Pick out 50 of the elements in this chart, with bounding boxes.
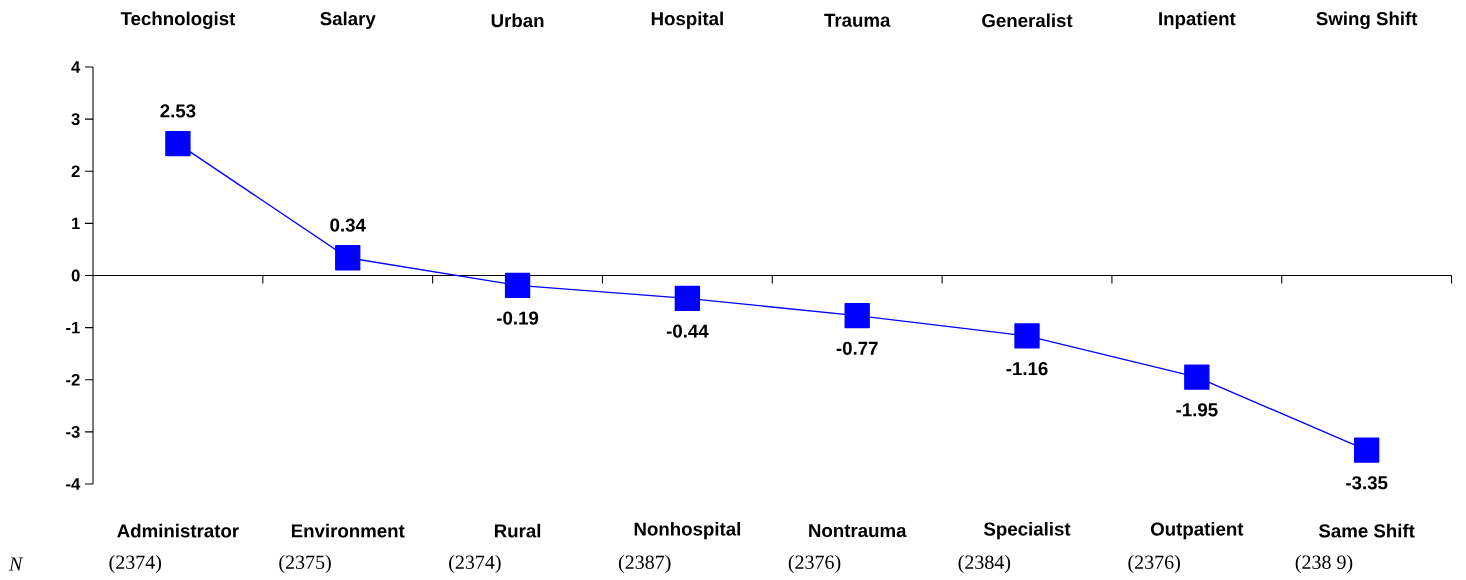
point: [504, 272, 531, 299]
text: (2384): [958, 554, 1011, 574]
text: Urban: [491, 13, 544, 28]
x-tick-label: Administrator: [117, 523, 239, 538]
data-label: -1.16: [1006, 361, 1048, 376]
text: Salary: [320, 11, 376, 30]
y-tick-label: 3: [71, 113, 80, 126]
text: N: [8, 557, 24, 571]
text: Technologist: [120, 11, 236, 30]
data-label: 2.53: [160, 104, 196, 118]
y-tick-label: 1: [72, 217, 80, 230]
text: (2376): [788, 554, 841, 574]
data-label: -3.35: [1346, 476, 1388, 490]
text: (2375): [279, 554, 331, 574]
y-tick-label: -1: [66, 321, 80, 334]
point: [335, 245, 361, 271]
data-label: -1.95: [1176, 403, 1218, 417]
y-tick-label: -4: [66, 478, 81, 490]
text: (238 9): [1295, 554, 1353, 574]
text: (2376): [1128, 554, 1180, 574]
x-tick-label: Rural: [494, 523, 541, 538]
text: Trauma: [824, 13, 891, 27]
text: (2374): [449, 554, 501, 574]
text: (2387): [618, 554, 671, 574]
x-tick-label: Outpatient: [1150, 521, 1244, 540]
text: Generalist: [982, 13, 1073, 28]
x-tick-label: Same Shift: [1318, 523, 1415, 538]
text: Hospital: [651, 11, 723, 30]
data-label: -0.77: [836, 341, 878, 355]
data-label: -0.19: [497, 311, 539, 325]
x-tick-label: Specialist: [983, 521, 1071, 540]
text: Swing Shift: [1316, 11, 1418, 30]
point: [1014, 323, 1040, 349]
y-tick-label: -3: [66, 425, 80, 438]
x-tick-label: Nontrauma: [809, 524, 907, 538]
point: [674, 285, 701, 312]
x-tick-label: Environment: [291, 523, 405, 538]
y-tick-label: 0: [71, 269, 80, 282]
y-tick-label: 4: [71, 61, 81, 73]
text: (2374): [109, 554, 162, 574]
point: [165, 130, 191, 157]
y-tick-label: 2: [71, 165, 80, 178]
point: [1353, 437, 1380, 463]
x-tick-label: Nonhospital: [634, 521, 740, 540]
data-label: 0.34: [330, 218, 366, 232]
text: Inpatient: [1159, 11, 1236, 30]
point: [1184, 364, 1210, 390]
y-tick-label: -2: [66, 373, 80, 386]
data-label: -0.44: [666, 324, 709, 338]
point: [844, 302, 870, 329]
